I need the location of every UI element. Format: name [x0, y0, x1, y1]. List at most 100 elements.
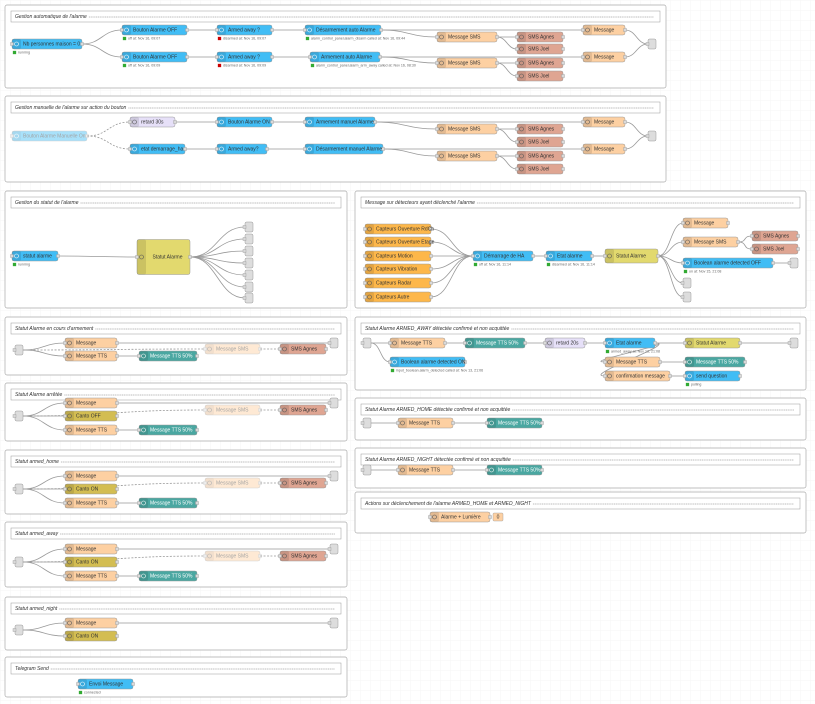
node-icon: [205, 551, 214, 561]
output-port: [12, 560, 17, 564]
input-port: [63, 487, 67, 491]
input-port: [581, 147, 585, 151]
wire: [22, 415, 66, 431]
output-node[interactable]: [789, 257, 799, 269]
output-node[interactable]: [329, 543, 339, 555]
output-port: [653, 341, 657, 345]
output-node[interactable]: [329, 337, 339, 349]
node-body[interactable]: [204, 550, 261, 562]
wire: [57, 255, 138, 258]
output-node[interactable]: [362, 337, 372, 349]
input-port: [308, 55, 312, 59]
node-icon: [583, 52, 592, 62]
output-node[interactable]: [789, 337, 799, 349]
node: retard 20s: [543, 337, 587, 349]
icon-glyph: [219, 54, 224, 60]
output-port: [115, 354, 119, 358]
output-port: [429, 254, 433, 258]
node-icon: [365, 224, 374, 234]
output-node[interactable]: [647, 38, 657, 50]
output-node[interactable]: [682, 291, 692, 303]
status-dot: [546, 262, 551, 267]
node-status: off at: Nov 16, 09:07: [128, 37, 160, 41]
output-port: [115, 414, 119, 418]
output-node[interactable]: [14, 624, 24, 636]
output-node[interactable]: [14, 556, 24, 568]
node-icon: [517, 137, 526, 147]
node-label: Canto ON: [76, 633, 99, 639]
flow-group: Statut armed_away Message Canto ON Message …: [4, 521, 348, 588]
output-node[interactable]: [14, 344, 24, 356]
node-icon: [12, 251, 21, 261]
node-label: SMS Joel: [528, 139, 549, 145]
output-node[interactable]: [362, 417, 372, 429]
output-port: [429, 295, 433, 299]
output-node[interactable]: [682, 277, 692, 289]
output-port: [561, 154, 565, 158]
comment-box: [10, 527, 342, 540]
node-icon: [365, 251, 374, 261]
node: Boolean alarme detected ON input_boolean.…: [388, 356, 483, 373]
status-dot: [473, 262, 478, 267]
output-port: [56, 254, 60, 258]
output-port: [242, 237, 247, 241]
node-label: Message SMS: [216, 407, 249, 413]
node-body[interactable]: [11, 130, 88, 142]
output-port: [680, 281, 685, 285]
node: Bouton Alarme OFF off at: Nov 16, 09:09: [120, 51, 189, 68]
output-node[interactable]: [329, 470, 339, 482]
output-node[interactable]: [329, 397, 339, 409]
node-icon: [605, 249, 614, 263]
icon-glyph: [67, 573, 72, 579]
input-port: [10, 254, 14, 258]
output-node[interactable]: [329, 617, 339, 629]
node: Armed away?: [215, 143, 269, 155]
icon-glyph: [519, 60, 524, 66]
output-port: [463, 360, 467, 364]
node-label: SMS Agnes: [291, 346, 318, 352]
node-icon: [280, 344, 289, 354]
node-label: SMS Agnes: [291, 553, 318, 559]
node-icon: [130, 117, 139, 127]
node: Message TTS: [396, 464, 455, 476]
node-body[interactable]: [204, 404, 261, 416]
node-icon: [139, 351, 148, 361]
wire: [496, 36, 518, 50]
output-node[interactable]: [14, 410, 24, 422]
icon-glyph: [307, 119, 312, 125]
input-port: [603, 374, 607, 378]
input-port: [683, 360, 687, 364]
node-body[interactable]: [204, 477, 261, 489]
node: SMS Joel: [515, 136, 565, 148]
output-port: [623, 55, 627, 59]
node-status: armed_away at: Nov 13, 21:08: [611, 350, 660, 354]
input-port: [515, 35, 519, 39]
node-body[interactable]: [204, 343, 261, 355]
flow-group: Statut armed_home Message Canto ON Message …: [4, 449, 348, 515]
output-port: [115, 574, 119, 578]
group-title: Statut Alarme ARMED_AWAY détectée confir…: [365, 326, 510, 332]
wire: [370, 342, 391, 363]
input-port: [63, 501, 67, 505]
output-node[interactable]: [647, 130, 657, 142]
input-port: [515, 61, 519, 65]
icon-glyph: [141, 427, 146, 433]
output-port: [265, 147, 269, 151]
comment-box: [360, 322, 801, 335]
output-port: [327, 341, 332, 345]
input-port: [203, 347, 207, 351]
node: SMS Joel: [750, 243, 800, 255]
comment-box: [360, 453, 801, 466]
output-node[interactable]: [14, 483, 24, 495]
wire: [22, 561, 66, 577]
node: retard 30s: [128, 116, 177, 128]
node-label: Capteurs Ouverture Etage: [376, 239, 435, 245]
icon-glyph: [80, 681, 85, 687]
output-node[interactable]: [362, 464, 372, 476]
node: Capteurs Motion: [363, 250, 433, 262]
node-status: disarmed at: Nov 16, 09:07: [223, 37, 266, 41]
wire: [624, 29, 649, 45]
node: etat demarrage_ha: [128, 143, 187, 155]
input-port: [750, 247, 754, 251]
wire: [624, 121, 649, 137]
